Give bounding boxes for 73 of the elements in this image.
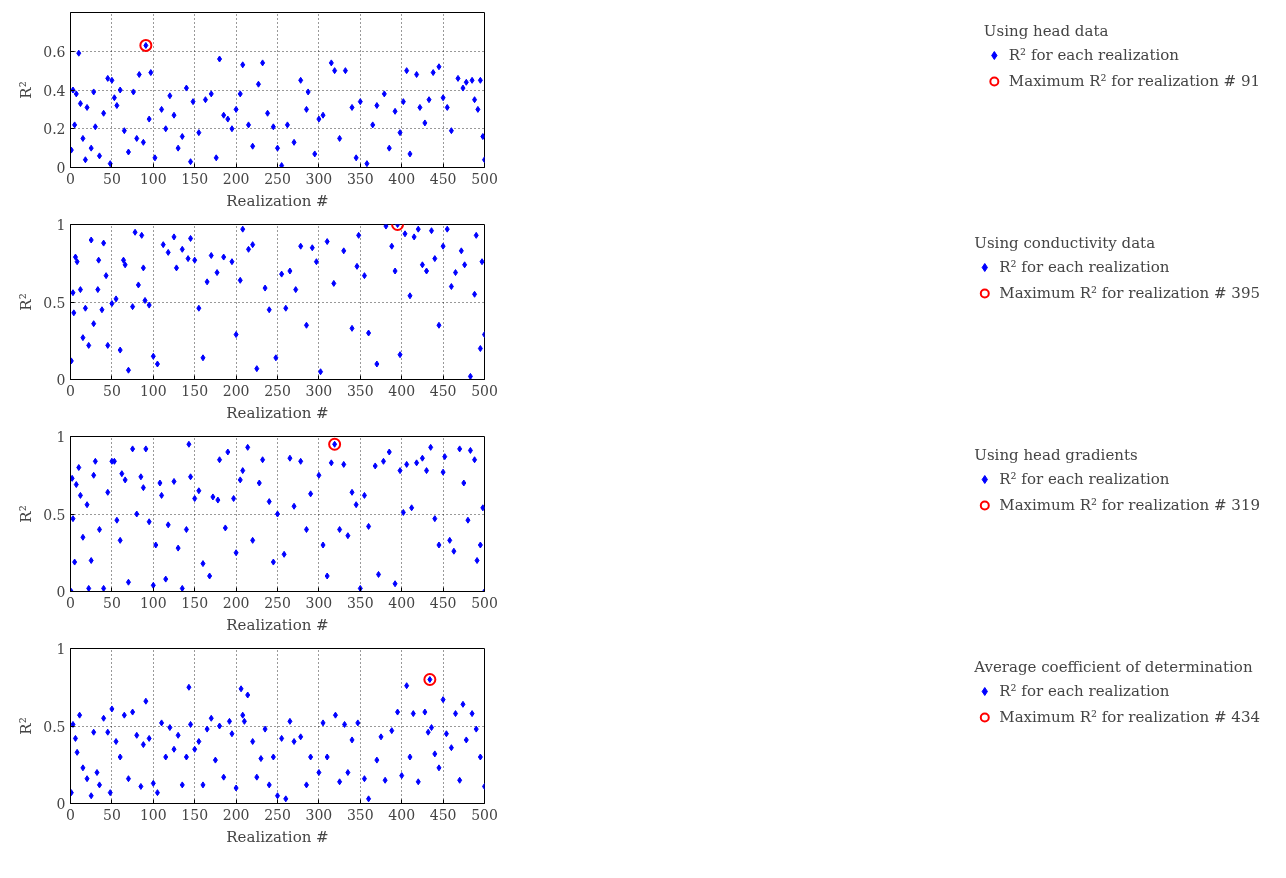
x-tick-label: 100: [139, 170, 167, 187]
x-axis-title: Realization #: [226, 403, 329, 422]
legend-label: R² for each realization: [999, 258, 1170, 276]
x-tick-label: 500: [471, 806, 498, 823]
x-tick-label: 400: [388, 806, 416, 823]
legend-label: R² for each realization: [999, 470, 1170, 488]
legend-label: Maximum R² for realization # 91: [1008, 72, 1260, 90]
x-tick-label: 250: [264, 382, 291, 399]
x-tick-label: 350: [346, 170, 374, 187]
y-tick-label: 0: [56, 372, 66, 388]
x-tick-label: 500: [471, 594, 498, 611]
y-tick-label: 0.2: [43, 121, 66, 138]
x-tick-label: 500: [471, 382, 498, 399]
x-tick-label: 200: [222, 594, 250, 611]
y-tick-label: 0: [56, 796, 66, 812]
legend-title: Using conductivity data: [974, 234, 1157, 252]
x-tick-label: 100: [139, 594, 167, 611]
x-tick-label: 50: [102, 594, 121, 611]
x-tick-label: 400: [388, 594, 416, 611]
y-axis-title: R²: [17, 293, 36, 311]
x-tick-label: 450: [429, 382, 457, 399]
x-tick-label: 300: [305, 806, 333, 823]
x-tick-label: 300: [305, 594, 333, 611]
x-tick-label: 350: [346, 382, 374, 399]
x-tick-label: 350: [346, 806, 374, 823]
y-tick-label: 0.6: [43, 43, 66, 60]
x-tick-label: 450: [429, 170, 457, 187]
x-tick-label: 150: [181, 806, 209, 823]
y-axis-title: R²: [17, 717, 36, 735]
x-tick-label: 300: [305, 170, 333, 187]
y-axis-title: R²: [17, 81, 36, 99]
legend-label: Maximum R² for realization # 319: [999, 496, 1260, 514]
legend-title: Using head data: [983, 22, 1110, 40]
y-tick-label: 1: [56, 641, 66, 657]
x-tick-label: 200: [222, 806, 250, 823]
x-tick-label: 50: [102, 170, 121, 187]
y-tick-label: 0.5: [43, 506, 66, 523]
x-tick-label: 150: [181, 382, 209, 399]
x-tick-label: 250: [264, 170, 291, 187]
x-tick-label: 500: [471, 170, 498, 187]
x-tick-label: 150: [181, 170, 209, 187]
y-tick-label: 1: [56, 429, 66, 445]
y-tick-label: 0.4: [43, 82, 66, 99]
x-axis-title: Realization #: [226, 191, 329, 210]
y-tick-label: 0.5: [43, 294, 66, 311]
x-axis-title: Realization #: [226, 827, 329, 846]
x-tick-label: 350: [346, 594, 374, 611]
x-tick-label: 200: [222, 382, 250, 399]
legend-label: R² for each realization: [1008, 46, 1180, 64]
legend-title: Average coefficient of determination: [974, 658, 1254, 676]
x-axis-title: Realization #: [226, 615, 329, 634]
x-tick-label: 250: [264, 806, 291, 823]
x-tick-label: 50: [102, 382, 121, 399]
y-tick-label: 0: [56, 584, 66, 600]
x-tick-label: 450: [429, 594, 457, 611]
y-tick-label: 0: [56, 160, 66, 176]
x-tick-label: 100: [139, 806, 167, 823]
legend-label: Maximum R² for realization # 434: [999, 708, 1260, 726]
x-tick-label: 450: [429, 806, 457, 823]
x-tick-label: 400: [388, 382, 416, 399]
x-tick-label: 150: [181, 594, 209, 611]
x-tick-label: 250: [264, 594, 291, 611]
x-tick-label: 400: [388, 170, 416, 187]
x-tick-label: 100: [139, 382, 167, 399]
x-tick-label: 300: [305, 382, 333, 399]
y-tick-label: 1: [56, 217, 66, 233]
legend-title: Using head gradients: [974, 446, 1139, 464]
x-tick-label: 200: [222, 170, 250, 187]
y-tick-label: 0.5: [43, 718, 66, 735]
y-axis-title: R²: [17, 505, 36, 523]
x-tick-label: 50: [102, 806, 121, 823]
legend-label: R² for each realization: [999, 682, 1170, 700]
legend-label: Maximum R² for realization # 395: [999, 284, 1260, 302]
